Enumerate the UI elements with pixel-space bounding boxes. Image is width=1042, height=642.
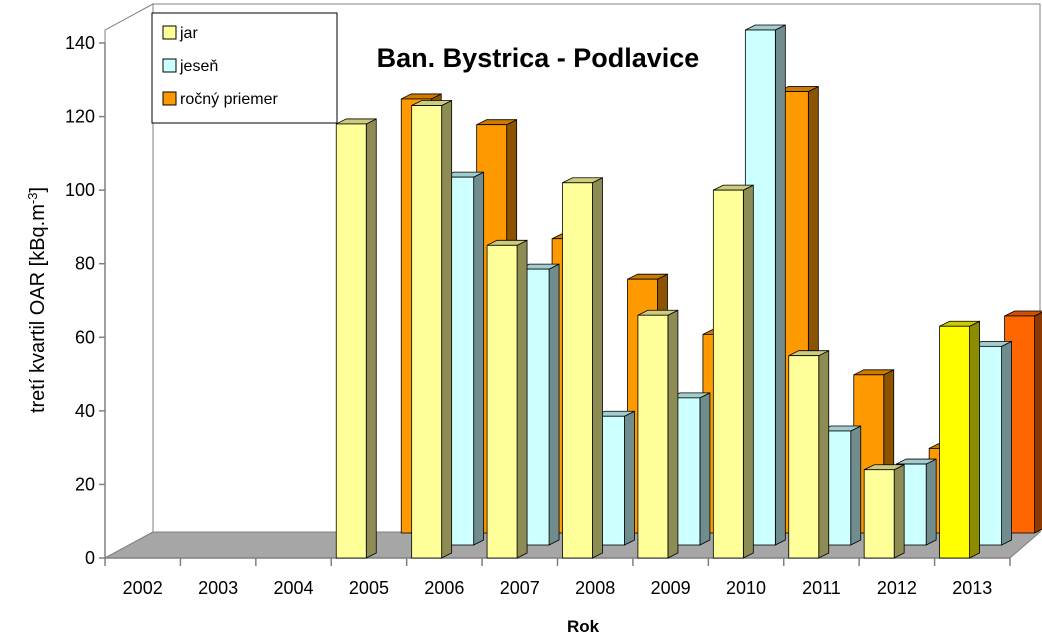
x-tick-label: 2007 — [500, 578, 540, 598]
bar-jar-2008 — [562, 177, 603, 559]
bar-jar-2013 — [939, 320, 980, 559]
y-tick-label: 0 — [85, 548, 95, 568]
chart-title: Ban. Bystrica - Podlavice — [377, 43, 700, 73]
y-tick-label: 140 — [65, 33, 95, 53]
legend-swatch — [162, 58, 177, 73]
x-tick-label: 2013 — [952, 578, 992, 598]
x-tick-label: 2002 — [123, 578, 163, 598]
x-axis-title: Rok — [567, 617, 600, 636]
x-tick-label: 2008 — [575, 578, 615, 598]
x-tick-label: 2003 — [198, 578, 238, 598]
legend-label: jar — [179, 25, 198, 42]
legend-item: ročný priemer — [162, 91, 278, 108]
legend-swatch — [162, 25, 177, 40]
x-tick-label: 2006 — [424, 578, 464, 598]
left-wall — [104, 3, 154, 559]
legend-box — [151, 12, 338, 124]
x-tick-label: 2004 — [274, 578, 314, 598]
x-tick-label: 2009 — [651, 578, 691, 598]
bar-jeseň-2012 — [895, 458, 937, 546]
y-axis: 0 20 40 60 80 100 120 140 — [65, 33, 106, 568]
bar-jar-2010 — [712, 184, 754, 559]
x-tick-label: 2005 — [349, 578, 389, 598]
x-tick-label: 2012 — [877, 578, 917, 598]
y-tick-label: 120 — [65, 107, 95, 127]
bar-jar-2012 — [863, 464, 905, 559]
bar-jar-2007 — [486, 239, 528, 559]
bar-jar-2009 — [637, 309, 679, 559]
legend-item: jeseň — [162, 58, 218, 75]
x-tick-label: 2011 — [802, 578, 841, 598]
legend-label: ročný priemer — [180, 91, 278, 108]
y-tick-label: 60 — [75, 327, 95, 347]
bar-jeseň-2011 — [820, 425, 862, 546]
legend-swatch — [162, 91, 177, 106]
legend-item: jar — [162, 25, 198, 42]
x-axis: 2002 2003 2004 2005 2006 2007 2008 2009 2010 2011… — [104, 557, 1011, 598]
y-tick-label: 20 — [75, 474, 95, 494]
bars — [335, 24, 1042, 559]
bar-jar-2006 — [411, 99, 453, 559]
bar-jar-2011 — [788, 350, 830, 559]
legend-label: jeseň — [179, 58, 218, 75]
y-tick-label: 80 — [75, 254, 95, 274]
y-axis-title: tretí kvartil OAR [kBq.m-3] — [25, 187, 50, 413]
x-tick-label: 2010 — [726, 578, 766, 598]
y-tick-label: 40 — [75, 401, 95, 421]
y-tick-label: 100 — [65, 180, 95, 200]
legend: jar jeseň ročný priemer — [151, 12, 338, 124]
bar-jar-2005 — [335, 118, 377, 559]
